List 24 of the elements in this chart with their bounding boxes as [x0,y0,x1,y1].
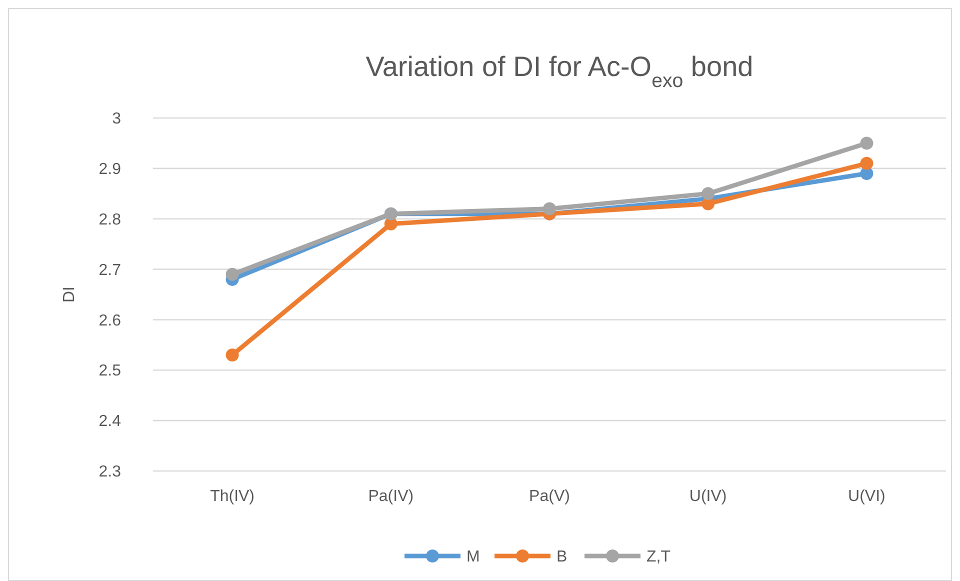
y-axis-title: DI [61,286,78,302]
point [543,202,556,216]
x-tick-label: Th(IV) [210,488,255,505]
y-tick-label: 2.5 [98,362,122,380]
y-tick-label: 3 [112,110,122,128]
chart-title: Variation of DI for Ac-O$_{exo}$ bond [366,51,754,92]
y-tick-label: 2.9 [98,161,122,178]
legend-label: Z,T [646,548,671,566]
y-tick-label: 2.4 [98,413,122,430]
x-tick-label: Pa(V) [529,488,570,505]
x-tick-label: U(VI) [848,488,886,505]
point [702,187,715,200]
legend-label: M [466,548,480,566]
y-tick-label: 2.7 [98,262,122,279]
legend-label: B [556,548,568,566]
point [226,268,239,281]
y-tick-label: 2.6 [98,312,122,330]
y-tick-label: 2.8 [98,211,122,228]
point [860,136,874,150]
y-tick-label: 2.3 [98,464,122,481]
point [860,156,874,170]
point [226,348,239,362]
x-tick-label: Pa(IV) [368,488,414,505]
x-tick-label: U(IV) [689,488,727,505]
